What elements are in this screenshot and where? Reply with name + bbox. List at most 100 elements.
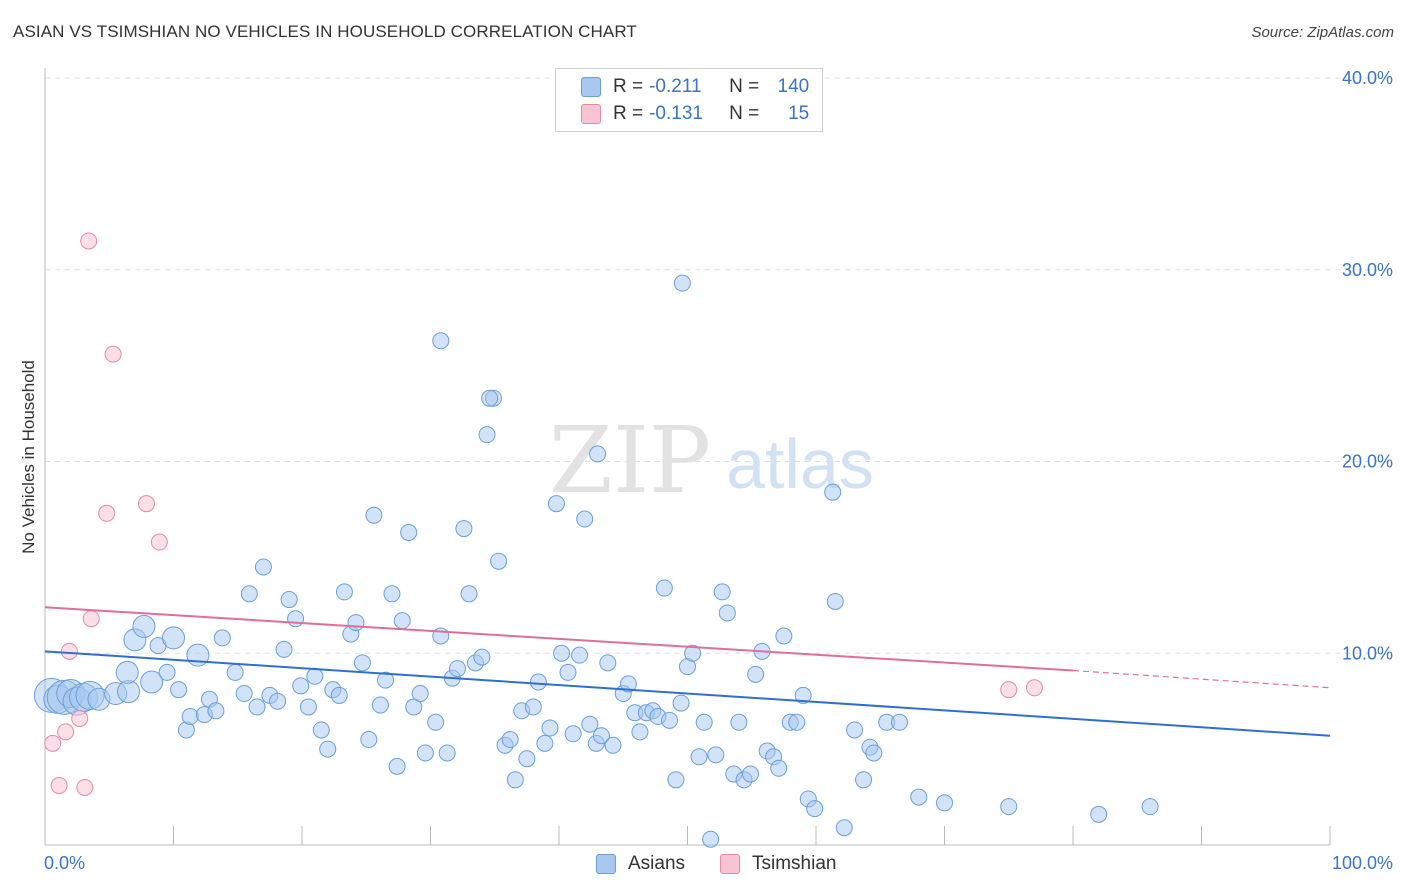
data-point-asians [400,523,418,541]
data-point-asians [481,389,499,407]
data-point-asians [416,744,434,762]
data-point-asians [1090,805,1108,823]
data-point-asians [388,757,406,775]
data-point-asians [667,771,685,789]
data-point-asians [448,660,466,678]
data-point-asians [672,694,690,712]
data-point-asians [529,673,547,691]
n-label: N = [729,76,760,97]
data-point-asians [846,721,864,739]
y-tick-label: 10.0% [1342,643,1393,663]
data-point-asians [604,736,622,754]
data-point-asians [478,426,496,444]
data-point-asians [347,614,365,632]
legend-row-asians: R = -0.211 N = 140 [581,75,809,99]
data-point-asians [826,592,844,610]
data-point-asians [518,750,536,768]
data-point-tsimshian [104,345,122,363]
data-point-asians [741,765,759,783]
data-point-asians [490,552,508,570]
data-point-tsimshian [138,495,156,513]
n-value: 15 [788,103,810,124]
data-point-asians [117,680,141,704]
watermark-zip: ZIP [549,407,711,514]
data-point-asians [592,727,610,745]
data-point-tsimshian [71,709,89,727]
data-point-asians [775,627,793,645]
y-tick-label: 20.0% [1342,452,1393,472]
data-point-asians [353,654,371,672]
data-point-tsimshian [57,723,75,741]
data-point-asians [1141,798,1159,816]
data-point-asians [287,610,305,628]
data-point-asians [655,579,673,597]
data-point-asians [319,740,337,758]
data-point-asians [240,585,258,603]
data-point-asians [589,445,607,463]
legend-swatch-tsimshian [581,104,601,124]
data-point-asians [280,591,298,609]
data-point-asians [360,731,378,749]
data-point-asians [269,692,287,710]
data-point-asians [254,558,272,576]
gridlines [45,77,1393,654]
data-point-asians [312,721,330,739]
data-point-asians [226,663,244,681]
data-point-asians [132,614,156,638]
data-point-asians [661,711,679,729]
data-point-tsimshian [1000,681,1018,699]
trend-lines [44,606,1331,737]
trend-line-asians [44,650,1331,737]
data-point-asians [235,685,253,703]
data-point-asians [330,686,348,704]
data-point-asians [541,719,559,737]
data-point-asians [115,660,139,684]
legend-swatch-asians [596,854,616,874]
data-point-asians [248,698,266,716]
data-point-asians [770,759,788,777]
data-point-asians [377,671,395,689]
n-value: 140 [777,76,810,97]
data-point-tsimshian [98,504,116,522]
data-point-asians [718,604,736,622]
data-point-tsimshian [60,642,78,660]
data-point-asians [536,734,554,752]
data-point-asians [794,686,812,704]
data-point-asians [460,585,478,603]
data-point-asians [275,640,293,658]
data-point-asians [158,663,176,681]
data-point-asians [524,698,542,716]
data-point-asians [438,744,456,762]
data-point-asians [581,715,599,733]
data-point-tsimshian [50,777,68,795]
data-point-asians [162,626,185,650]
data-point-asians [855,771,873,789]
data-point-asians [427,713,445,731]
data-point-asians [213,629,231,647]
data-point-tsimshian [44,734,62,752]
x-tick-label: 100.0% [1332,853,1393,873]
data-point-asians [619,675,637,693]
data-point-tsimshian [80,232,98,250]
legend-swatch-tsimshian [720,854,740,874]
legend-label-asians: Asians [628,853,686,874]
data-point-asians [181,708,199,726]
data-point-asians [673,274,691,292]
data-point-asians [690,748,708,766]
data-point-asians [292,677,310,695]
series-asians [33,274,1159,848]
data-point-asians [559,663,577,681]
data-point-asians [910,788,928,806]
tick-labels: 10.0% 20.0% 30.0% 40.0% 0.0% 100.0% [44,68,1393,873]
r-label: R = [613,76,644,97]
data-point-asians [730,713,748,731]
data-point-asians [576,510,594,528]
data-point-asians [371,696,389,714]
watermark-atlas: atlas [726,425,874,503]
data-point-asians [835,819,853,837]
trend-line-tsimshian-extension [1072,669,1331,689]
data-point-tsimshian [150,533,168,551]
data-point-asians [365,506,383,524]
data-point-asians [393,612,411,630]
